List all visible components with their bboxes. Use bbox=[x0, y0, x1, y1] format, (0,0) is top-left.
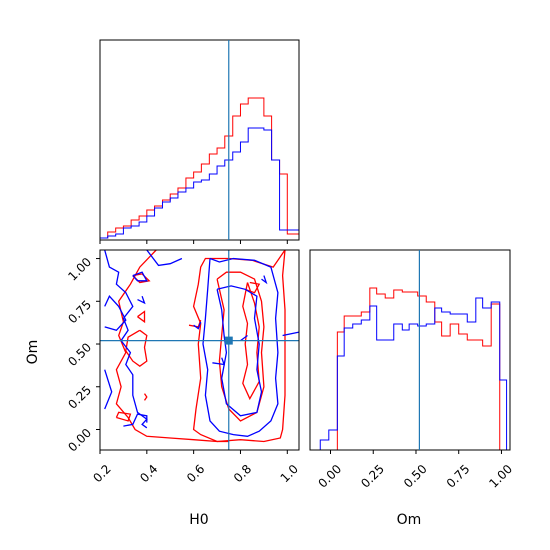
contour-blue bbox=[202, 257, 279, 437]
x-tick-label: 1.0 bbox=[278, 462, 301, 485]
xlabel-H0: H0 bbox=[189, 512, 208, 528]
hist-series-line bbox=[319, 297, 508, 450]
hist-series-line bbox=[99, 127, 300, 240]
x-tick-label: 0.4 bbox=[137, 462, 160, 485]
contour-red bbox=[137, 310, 146, 324]
hist-H0-panel bbox=[99, 39, 300, 244]
contour-red bbox=[242, 282, 260, 401]
hist-series-line bbox=[320, 287, 507, 451]
contour-blue bbox=[123, 413, 148, 427]
contour-blue bbox=[261, 275, 268, 285]
y-tick-label: 0.50 bbox=[65, 340, 94, 369]
hist-Om-panel: 0.00 0.25 0.50 0.75 1.00 bbox=[309, 249, 515, 491]
contour-panel: 0.2 0.4 0.6 0.8 1.0 0.00 0.25 0.50 0.75 1.00 bbox=[65, 249, 301, 485]
x-tick-label: 0.50 bbox=[401, 462, 430, 491]
hist-series-line bbox=[99, 97, 300, 240]
contour-red bbox=[143, 393, 148, 401]
x-tick-label: 0.25 bbox=[358, 462, 387, 491]
contour-blue bbox=[104, 295, 127, 332]
y-tick-label: 0.25 bbox=[65, 383, 94, 412]
contour-blue bbox=[146, 249, 183, 267]
x-tick-label: 0.6 bbox=[184, 462, 207, 485]
x-tick-label: 0.75 bbox=[444, 462, 473, 491]
contour-red bbox=[192, 249, 286, 443]
truth-marker bbox=[224, 336, 233, 345]
x-tick-label: 0.00 bbox=[315, 462, 344, 491]
y-tick-label: 0.00 bbox=[65, 426, 94, 455]
contour-red bbox=[115, 411, 132, 422]
axes-frame bbox=[99, 39, 300, 241]
axes-frame bbox=[99, 249, 300, 451]
contour-red bbox=[244, 281, 261, 294]
axes-frame bbox=[309, 249, 511, 451]
xlabel-Om: Om bbox=[397, 512, 422, 528]
ylabel-Om: Om bbox=[25, 340, 41, 365]
contour-blue bbox=[137, 295, 146, 305]
y-tick-label: 0.75 bbox=[65, 298, 94, 327]
contour-blue bbox=[132, 271, 148, 282]
contour-blue bbox=[104, 369, 113, 410]
y-tick-label: 1.00 bbox=[65, 255, 94, 284]
contour-red bbox=[125, 329, 148, 368]
contour-blue bbox=[240, 334, 248, 342]
x-tick-label: 0.8 bbox=[231, 462, 254, 485]
x-tick-label: 1.00 bbox=[486, 462, 515, 491]
contour-blue bbox=[104, 249, 148, 429]
contour-red bbox=[115, 249, 229, 443]
x-tick-label: 0.2 bbox=[90, 462, 113, 485]
contour-blue bbox=[193, 321, 202, 330]
contour-blue bbox=[212, 357, 226, 366]
contour-blue bbox=[282, 331, 300, 337]
